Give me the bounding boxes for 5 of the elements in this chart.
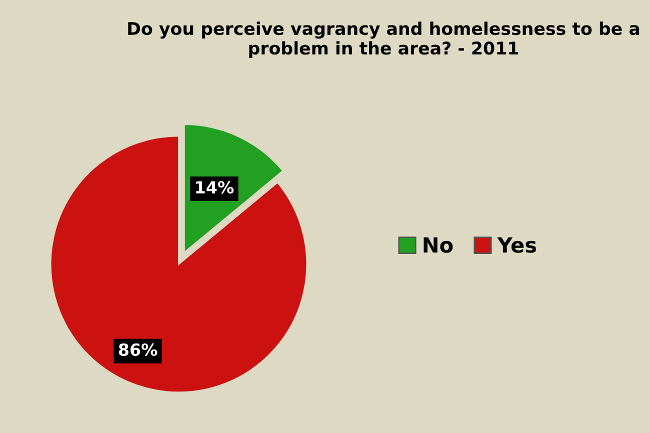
chart-title: Do you perceive vagrancy and homelessness to be a problem in the area? - 2011 <box>128 22 640 58</box>
legend-label: No <box>424 237 453 253</box>
data-label: 86% <box>118 343 158 356</box>
legend-label: Yes <box>497 237 536 253</box>
data-label: 14% <box>196 180 234 194</box>
